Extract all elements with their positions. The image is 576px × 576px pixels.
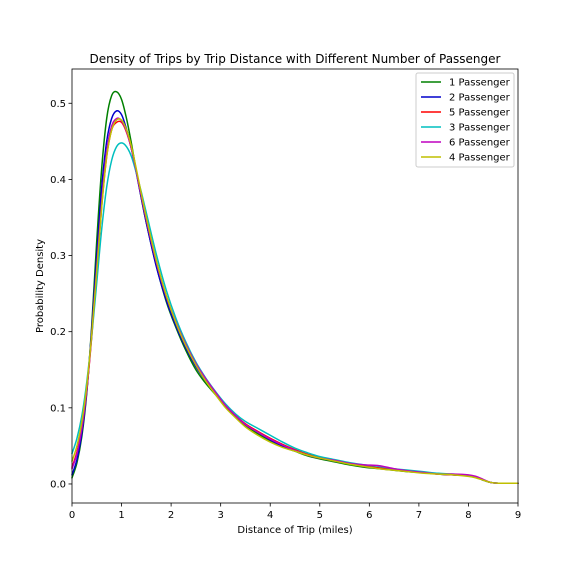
x-tick-label: 8	[465, 510, 471, 521]
x-tick-label: 1	[118, 510, 124, 521]
x-tick-label: 4	[267, 510, 273, 521]
series-line-6	[71, 118, 519, 485]
x-tick-label: 3	[217, 510, 223, 521]
y-axis-label: Probability Density	[35, 239, 46, 333]
legend-label: 3 Passenger	[449, 123, 511, 134]
x-tick-label: 6	[366, 510, 372, 521]
plot-area	[71, 68, 519, 504]
y-axis: 0.0 0.1 0.2 0.3 0.4 0.5	[50, 99, 72, 490]
x-tick-label: 5	[317, 510, 323, 521]
x-tick-label: 7	[416, 510, 422, 521]
x-tick-label: 0	[69, 510, 75, 521]
plot-frame	[71, 68, 519, 504]
legend-label: 6 Passenger	[449, 138, 511, 149]
chart-title: Density of Trips by Trip Distance with D…	[90, 52, 501, 66]
legend-label: 5 Passenger	[449, 108, 511, 119]
y-tick-label: 0.2	[50, 327, 66, 338]
y-tick-label: 0.0	[50, 479, 66, 490]
x-tick-label: 9	[515, 510, 521, 521]
legend-label: 2 Passenger	[449, 93, 511, 104]
x-axis-label: Distance of Trip (miles)	[237, 525, 352, 536]
legend-label: 1 Passenger	[449, 78, 511, 89]
legend-items: 1 Passenger 2 Passenger 5 Passenger 3 Passe…	[421, 78, 511, 164]
y-tick-label: 0.5	[50, 99, 66, 110]
y-tick-label: 0.1	[50, 403, 66, 414]
series-lines	[71, 90, 519, 485]
legend-label: 4 Passenger	[449, 153, 511, 164]
y-tick-label: 0.4	[50, 175, 66, 186]
y-tick-label: 0.3	[50, 251, 66, 262]
legend: 1 Passenger 2 Passenger 5 Passenger 3 Passe…	[415, 72, 515, 168]
x-axis: 0 1 2 3 4 5 6 7 8 9	[69, 503, 521, 521]
x-tick-label: 2	[168, 510, 174, 521]
